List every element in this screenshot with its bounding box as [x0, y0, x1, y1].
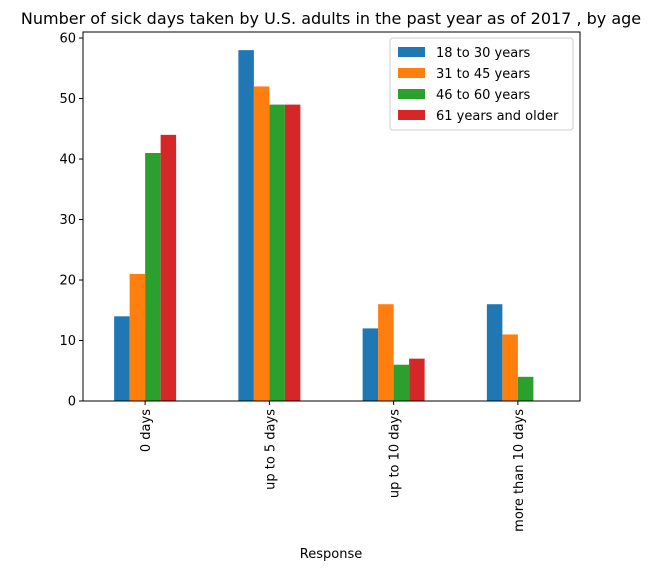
legend-swatch [398, 68, 425, 78]
x-tick-label: more than 10 days [512, 409, 527, 532]
legend-label: 18 to 30 years [436, 46, 531, 61]
y-tick-label: 60 [59, 32, 76, 47]
x-tick-label: up to 10 days [388, 409, 403, 498]
y-axis: 0 10 20 30 40 50 60 [59, 32, 83, 410]
legend-swatch [398, 89, 425, 99]
bar-up-to-10-days-18-to-30-years [362, 328, 379, 401]
bar-0-days-18-to-30-years [114, 316, 130, 401]
y-tick-label: 10 [59, 334, 76, 349]
y-tick-label: 50 [59, 92, 76, 107]
bar-0-days-61-years-and-older [160, 134, 177, 401]
bar-more-than-10-days-31-to-45-years [502, 334, 518, 401]
x-tick-label: 0 days [139, 409, 154, 452]
bar-0-days-46-to-60-years [145, 152, 161, 401]
legend: 18 to 30 years 31 to 45 years 46 to 60 yea… [389, 37, 574, 131]
y-tick-label: 0 [68, 395, 76, 410]
legend-swatch [398, 47, 425, 57]
legend-label: 46 to 60 years [436, 88, 531, 103]
bar-up-to-5-days-31-to-45-years [253, 86, 270, 401]
legend-swatch [398, 110, 425, 120]
bar-more-than-10-days-46-to-60-years [517, 376, 534, 401]
chart-title: Number of sick days taken by U.S. adults… [21, 9, 641, 28]
x-axis-label: Response [300, 547, 362, 562]
bar-up-to-10-days-31-to-45-years [378, 304, 394, 401]
bar-0-days-31-to-45-years [129, 273, 146, 401]
bars-layer [114, 50, 534, 402]
bar-more-than-10-days-18-to-30-years [486, 304, 503, 401]
legend-label: 61 years and older [436, 109, 559, 124]
bar-up-to-5-days-46-to-60-years [269, 104, 285, 402]
y-tick-label: 30 [59, 213, 76, 228]
x-axis: 0 days up to 5 days up to 10 days more than… [139, 401, 527, 532]
bar-up-to-10-days-46-to-60-years [393, 364, 410, 401]
bar-up-to-10-days-61-years-and-older [409, 358, 425, 401]
bar-up-to-5-days-61-years-and-older [284, 104, 301, 402]
plot-frame [82, 31, 581, 402]
y-tick-label: 40 [59, 153, 76, 168]
legend-box [389, 37, 574, 131]
bar-up-to-5-days-18-to-30-years [238, 50, 254, 401]
y-tick-label: 20 [59, 274, 76, 289]
x-tick-label: up to 5 days [263, 409, 278, 490]
legend-label: 31 to 45 years [436, 67, 531, 82]
